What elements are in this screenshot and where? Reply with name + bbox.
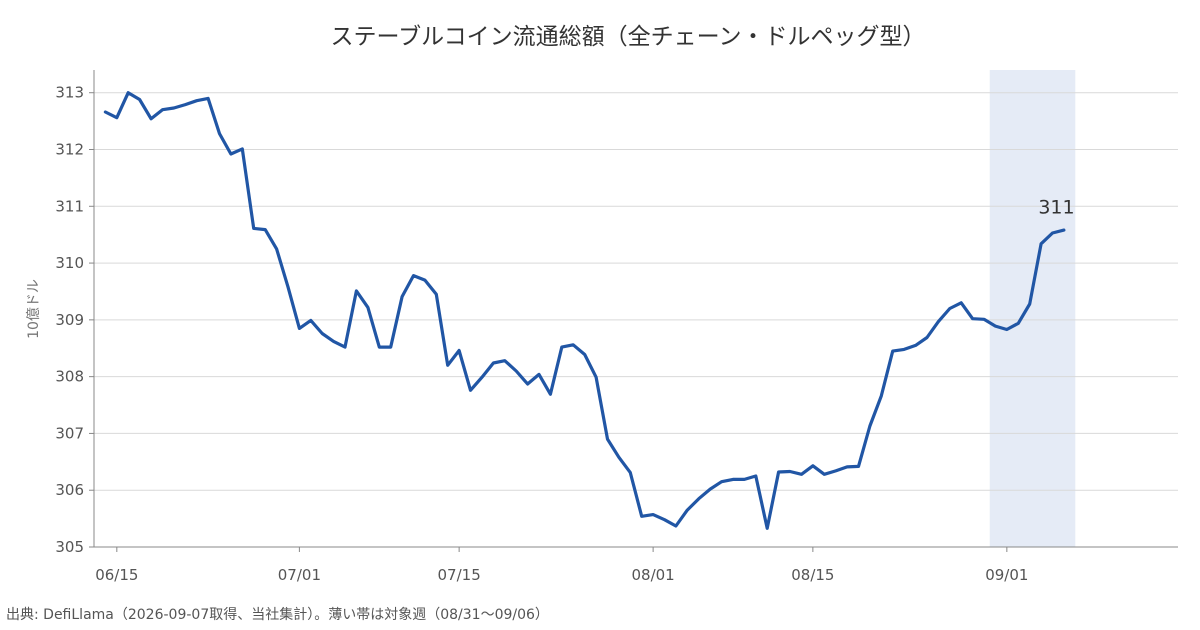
y-tick-label-313: 313: [55, 84, 84, 102]
x-tick-label-07/15: 07/15: [438, 566, 481, 584]
source-note: 出典: DefiLlama（2026-09-07取得、当社集計）。薄い帯は対象週…: [6, 606, 549, 623]
y-tick-label-311: 311: [55, 197, 84, 215]
y-tick-label-308: 308: [55, 368, 84, 386]
gridline-layer: [94, 92, 1178, 548]
chart-title: ステーブルコイン流通総額（全チェーン・ドルペッグ型）: [330, 24, 925, 50]
x-tick-label-06/15: 06/15: [95, 566, 138, 584]
end-value-label: 311: [1038, 196, 1074, 218]
y-tick-label-306: 306: [55, 481, 84, 499]
x-tick-label-07/01: 07/01: [278, 566, 321, 584]
x-tick-label-08/01: 08/01: [631, 566, 674, 584]
data-label-layer: 311: [1038, 196, 1074, 218]
axis-layer: 305 306 307 308 309 310 311 312 313 06/15 07/01 07/…: [55, 70, 1178, 584]
y-tick-label-309: 309: [55, 311, 84, 329]
x-tick-label-09/01: 09/01: [985, 566, 1028, 584]
x-tick-label-08/15: 08/15: [791, 566, 834, 584]
y-tick-label-312: 312: [55, 141, 84, 159]
y-tick-label-305: 305: [55, 538, 84, 556]
highlight-week-band: [989, 70, 1076, 547]
y-tick-label-307: 307: [55, 424, 84, 442]
y-axis-label: 10億ドル: [26, 279, 42, 339]
series-line-0: [103, 91, 1066, 530]
highlight-band-layer: [989, 70, 1076, 547]
y-tick-label-310: 310: [55, 254, 84, 272]
series-line-layer: [103, 91, 1066, 530]
